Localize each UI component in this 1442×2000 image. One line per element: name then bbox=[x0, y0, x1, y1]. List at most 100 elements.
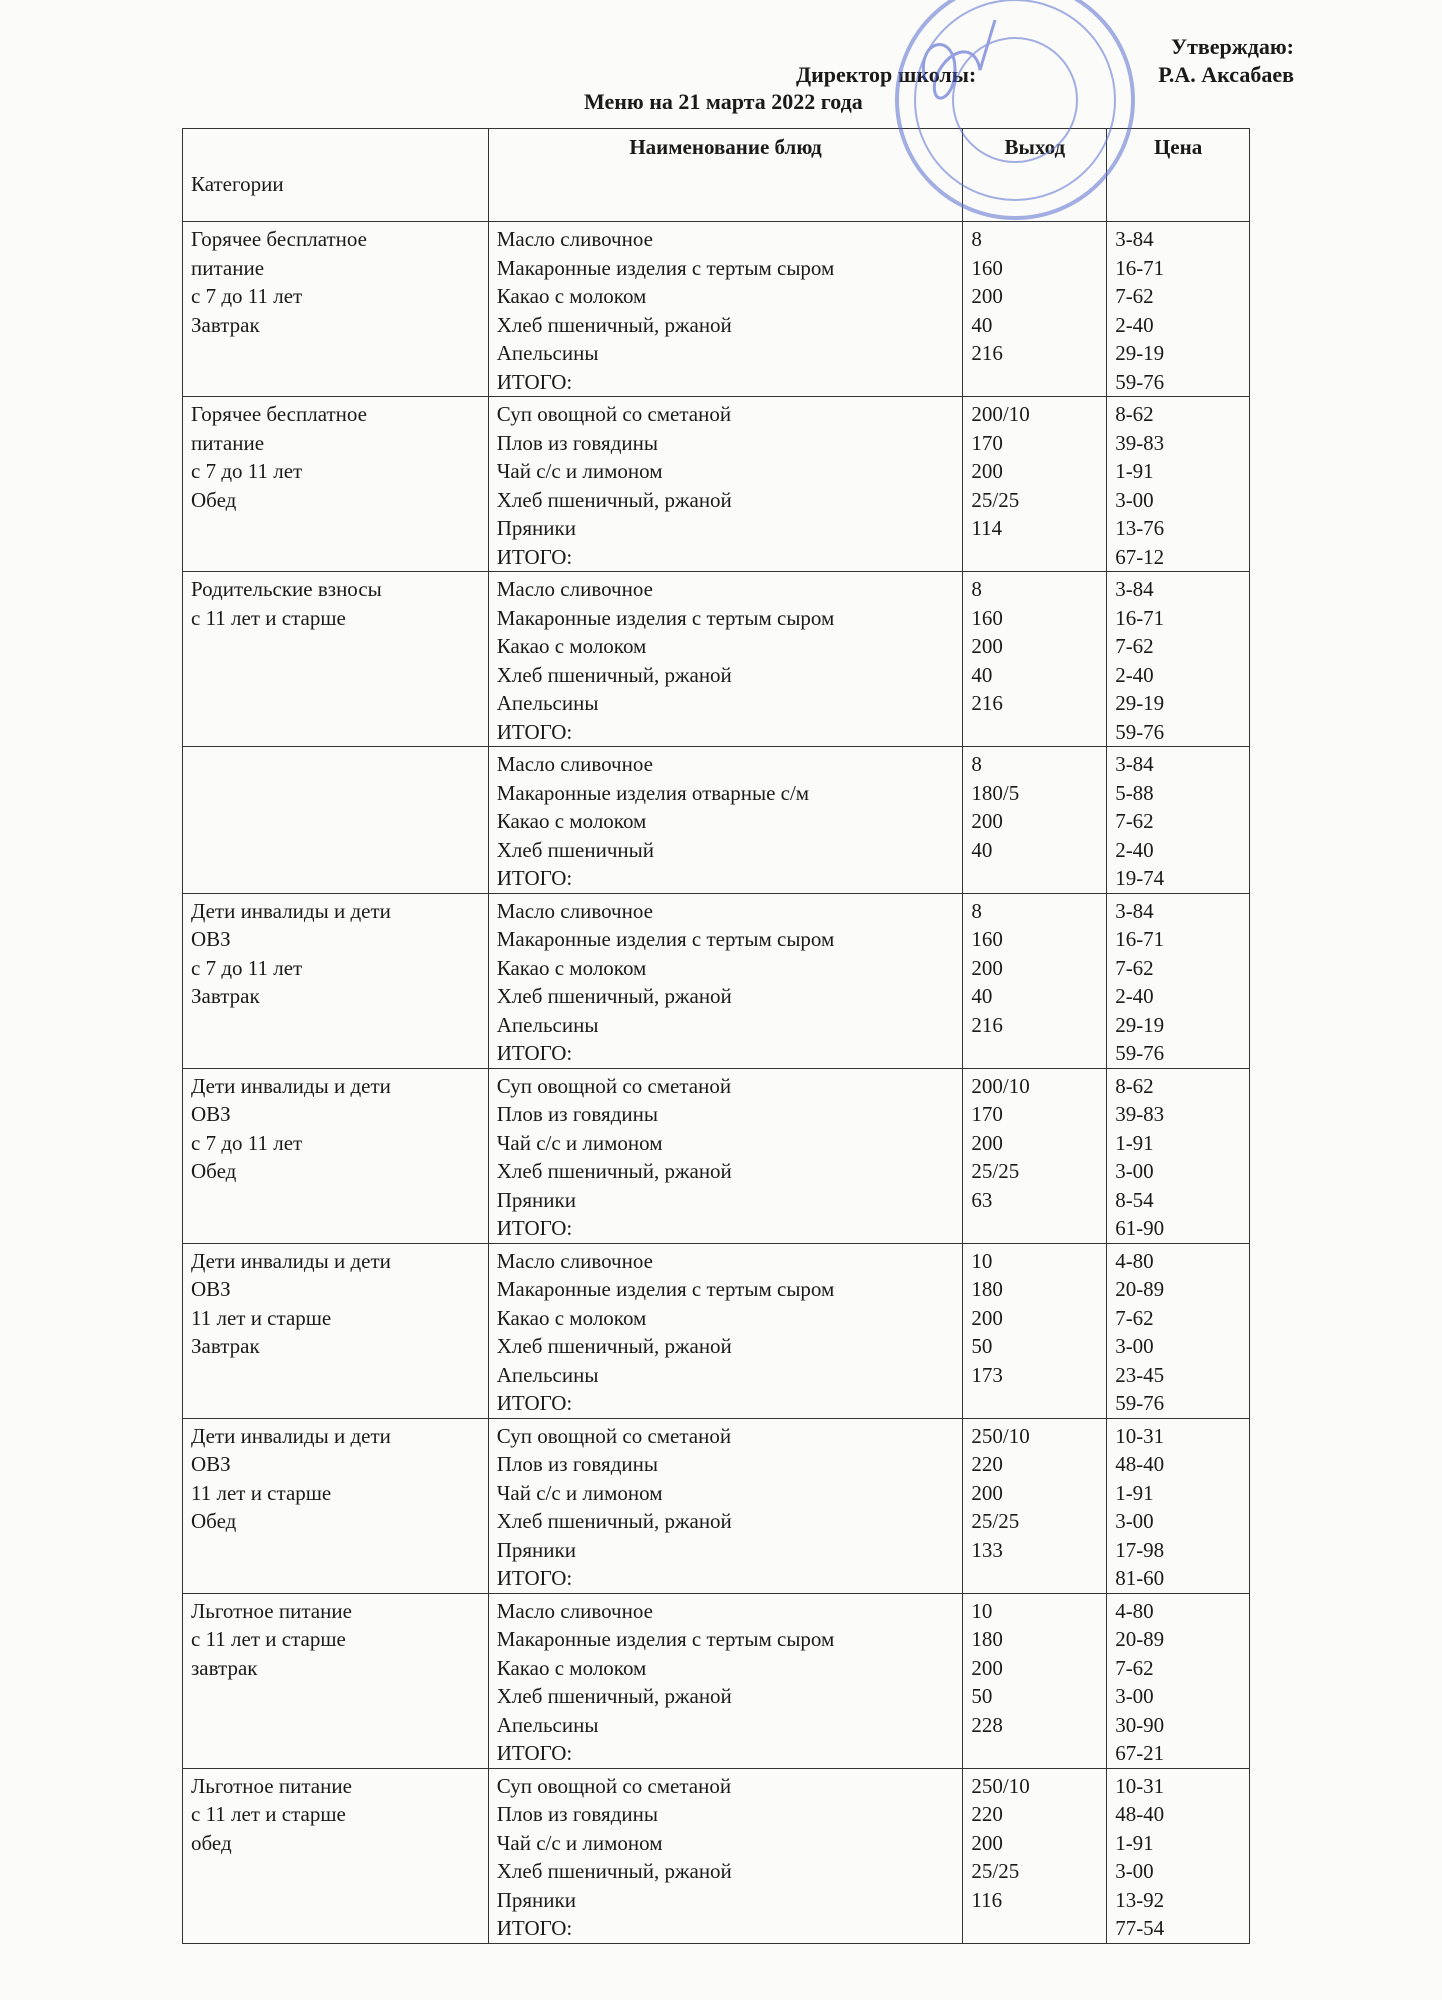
yield-cell-line: 25/25 bbox=[971, 1159, 1020, 1183]
dish-cell-line: Хлеб пшеничный, ржаной bbox=[496, 487, 732, 512]
price-cell-line: 16-71 bbox=[1115, 255, 1165, 280]
price-cell-line: 13-76 bbox=[1115, 516, 1165, 540]
yield-cell-line bbox=[971, 718, 1098, 747]
category-cell-line: 11 лет и старше bbox=[191, 1305, 332, 1330]
category-cell-line: с 7 до 11 лет bbox=[191, 459, 303, 483]
yield-cell-line: 133 bbox=[971, 1537, 1003, 1562]
price-cell-line: 81-60 bbox=[1115, 1566, 1165, 1590]
category-cell: Дети инвалиды и дети ОВЗ с 7 до 11 лет Завт… bbox=[182, 892, 489, 1069]
dish-cell-line: Пряники bbox=[496, 1887, 576, 1912]
dish-cell-line: Апельсины bbox=[496, 1362, 599, 1387]
yield-cell-line: 180 bbox=[971, 1627, 1003, 1651]
dish-cell: Масло сливочное Макаронные изделия с терт… bbox=[487, 571, 964, 747]
menu-row: Дети инвалиды и дети ОВЗ 11 лет и старше За… bbox=[182, 1242, 1250, 1419]
dish-cell-line: ИТОГО: bbox=[496, 1916, 573, 1940]
yield-cell-line: 250/10 bbox=[971, 1423, 1030, 1448]
category-cell-line: Завтрак bbox=[191, 1334, 260, 1358]
price-cell-line: 3-00 bbox=[1115, 1684, 1154, 1708]
yield-cell: 200/10 170 200 25/25 63 bbox=[962, 1067, 1108, 1244]
price-cell-line: 59-76 bbox=[1115, 1041, 1165, 1065]
price-cell-line: 20-89 bbox=[1115, 1277, 1165, 1301]
yield-cell-line: 180/5 bbox=[971, 780, 1020, 805]
category-cell-line: 11 лет и старше bbox=[191, 1480, 332, 1505]
price-cell-line: 30-90 bbox=[1115, 1712, 1165, 1737]
yield-cell: 10 180 200 50 173 bbox=[962, 1242, 1108, 1419]
menu-row: Горячее бесплатное питание с 7 до 11 лет Об… bbox=[182, 396, 1250, 572]
menu-row: Горячее бесплатное питание с 7 до 11 лет За… bbox=[182, 221, 1250, 397]
price-cell-line: 77-54 bbox=[1115, 1916, 1165, 1940]
menu-row: Дети инвалиды и дети ОВЗ 11 лет и старше Об… bbox=[182, 1417, 1250, 1594]
menu-row: Масло сливочное Макаронные изделия отварн… bbox=[182, 746, 1250, 894]
yield-cell-line: 8 bbox=[971, 898, 982, 923]
dish-cell: Масло сливочное Макаронные изделия с терт… bbox=[487, 221, 964, 397]
price-cell: 4-80 20-89 7-62 3-00 23-45 59-76 bbox=[1106, 1242, 1250, 1419]
price-cell-line: 7-62 bbox=[1115, 634, 1154, 658]
yield-cell-line: 200 bbox=[971, 1830, 1003, 1855]
yield-cell-line bbox=[971, 543, 1098, 572]
dish-cell-line: Масло сливочное bbox=[496, 227, 653, 251]
yield-cell-line: 180 bbox=[971, 1277, 1003, 1301]
price-cell-line: 67-21 bbox=[1115, 1741, 1165, 1765]
menu-table: Категории Наименование блюд Выход Цена Г… bbox=[182, 128, 1250, 1944]
yield-cell: 8 160 200 40 216 bbox=[962, 892, 1108, 1069]
yield-cell-line bbox=[971, 1914, 1098, 1943]
table-header-row: Категории Наименование блюд Выход Цена bbox=[182, 128, 1250, 222]
dish-cell-line: Плов из говядины bbox=[496, 1452, 658, 1476]
price-cell-line: 19-74 bbox=[1115, 866, 1165, 890]
dish-cell-line: Хлеб пшеничный bbox=[496, 837, 654, 862]
dish-cell-line: Масло сливочное bbox=[496, 898, 653, 923]
yield-cell-line bbox=[971, 1564, 1098, 1593]
price-cell: 8-62 39-83 1-91 3-00 8-54 61-90 bbox=[1106, 1067, 1250, 1244]
price-cell: 8-62 39-83 1-91 3-00 13-76 67-12 bbox=[1106, 396, 1250, 572]
yield-cell-line: 8 bbox=[971, 752, 982, 776]
price-cell-line: 4-80 bbox=[1115, 1598, 1154, 1623]
dish-cell-line: Хлеб пшеничный, ржаной bbox=[496, 1334, 732, 1358]
category-cell-line: Горячее бесплатное bbox=[191, 227, 367, 251]
yield-cell-line: 200/10 bbox=[971, 402, 1030, 426]
price-cell-line: 59-76 bbox=[1115, 369, 1165, 394]
category-cell-line: Обед bbox=[191, 487, 237, 512]
price-cell-line: 1-91 bbox=[1115, 1480, 1154, 1505]
category-cell-line: Дети инвалиды и дети bbox=[191, 1073, 391, 1098]
yield-cell-line: 216 bbox=[971, 691, 1003, 715]
dish-cell-line: ИТОГО: bbox=[496, 1041, 573, 1065]
dish-cell-line: Масло сливочное bbox=[496, 577, 653, 601]
dish-cell-line: Хлеб пшеничный, ржаной bbox=[496, 1509, 732, 1533]
category-cell-line: с 11 лет и старше bbox=[191, 1802, 346, 1826]
dish-cell-line: ИТОГО: bbox=[496, 719, 573, 744]
price-cell-line: 2-40 bbox=[1115, 984, 1154, 1008]
category-cell-line: завтрак bbox=[191, 1655, 258, 1680]
yield-cell-line: 50 bbox=[971, 1334, 993, 1358]
category-cell: Горячее бесплатное питание с 7 до 11 лет За… bbox=[182, 221, 489, 397]
price-cell: 4-80 20-89 7-62 3-00 30-90 67-21 bbox=[1106, 1592, 1250, 1769]
yield-cell-line: 40 bbox=[971, 837, 993, 862]
category-cell-line: Дети инвалиды и дети bbox=[191, 898, 391, 923]
director-label: Директор школы: bbox=[796, 62, 977, 87]
category-cell-line: с 11 лет и старше bbox=[191, 605, 346, 630]
yield-cell: 200/10 170 200 25/25 114 bbox=[962, 396, 1108, 572]
dish-cell-line: ИТОГО: bbox=[496, 1391, 573, 1415]
yield-cell-line: 8 bbox=[971, 577, 982, 601]
yield-cell-line: 160 bbox=[971, 605, 1003, 630]
dish-cell-line: Масло сливочное bbox=[496, 752, 653, 776]
yield-cell-line: 10 bbox=[971, 1248, 993, 1273]
dish-cell-line: Макаронные изделия с тертым сыром bbox=[496, 605, 835, 630]
yield-cell-line: 200 bbox=[971, 459, 1003, 483]
yield-cell-line: 200 bbox=[971, 1480, 1003, 1505]
dish-cell-line: Какао с молоком bbox=[496, 955, 647, 980]
category-cell: Льготное питание с 11 лет и старше завтрак bbox=[182, 1592, 489, 1769]
dish-cell-line: Чай с/с и лимоном bbox=[496, 459, 663, 483]
price-cell-line: 59-76 bbox=[1115, 1391, 1165, 1415]
dish-cell-line: Пряники bbox=[496, 516, 576, 540]
approval-label: Утверждаю: bbox=[1170, 34, 1294, 59]
category-cell-line: с 11 лет и старше bbox=[191, 1627, 346, 1651]
yield-cell-line: 220 bbox=[971, 1452, 1003, 1476]
category-cell-line: ОВЗ bbox=[191, 1277, 231, 1301]
dish-cell-line: Хлеб пшеничный, ржаной bbox=[496, 1684, 732, 1708]
price-cell-line: 48-40 bbox=[1115, 1802, 1165, 1826]
price-cell-line: 3-00 bbox=[1115, 1509, 1154, 1533]
yield-cell-line: 216 bbox=[971, 1012, 1003, 1037]
yield-cell-line: 220 bbox=[971, 1802, 1003, 1826]
dish-cell-line: ИТОГО: bbox=[496, 1216, 573, 1240]
yield-cell-line: 25/25 bbox=[971, 1509, 1020, 1533]
